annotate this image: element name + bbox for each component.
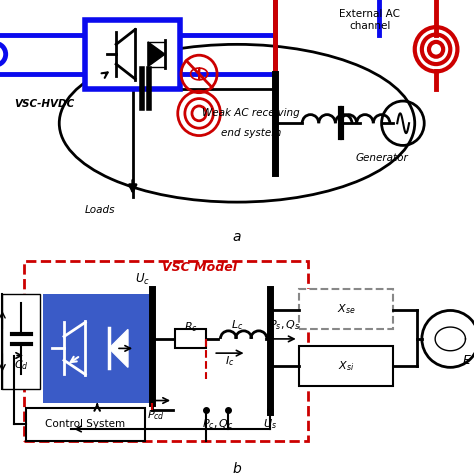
- Text: $P_{s},Q_{s}$: $P_{s},Q_{s}$: [269, 318, 300, 332]
- Polygon shape: [109, 329, 128, 367]
- Text: $P_{c},Q_{c}$: $P_{c},Q_{c}$: [202, 417, 234, 431]
- Bar: [175, 329, 206, 348]
- Bar: [24, 261, 308, 441]
- Text: Generator: Generator: [356, 153, 408, 163]
- Text: VSC Model: VSC Model: [162, 261, 237, 274]
- Text: $P_{cd}$: $P_{cd}$: [147, 408, 165, 422]
- Text: $X_{si}$: $X_{si}$: [338, 359, 354, 374]
- Text: $U_{c}$: $U_{c}$: [135, 272, 150, 287]
- Text: $E$: $E$: [462, 354, 472, 367]
- Text: end system: end system: [221, 128, 282, 138]
- Bar: [2, 294, 40, 389]
- Text: $X_{se}$: $X_{se}$: [337, 302, 356, 316]
- Text: Control System: Control System: [45, 419, 126, 429]
- Text: b: b: [233, 462, 241, 474]
- Bar: [26, 408, 145, 441]
- Text: a: a: [233, 229, 241, 244]
- Bar: [299, 289, 393, 329]
- Text: $L_{c}$: $L_{c}$: [231, 318, 243, 332]
- Text: Loads: Loads: [84, 205, 115, 215]
- Text: VSC-HVDC: VSC-HVDC: [14, 99, 74, 109]
- Text: $R_{c}$: $R_{c}$: [183, 320, 198, 334]
- Bar: [299, 346, 393, 386]
- Bar: [85, 20, 180, 89]
- Text: Weak AC receiving: Weak AC receiving: [202, 109, 300, 118]
- Text: $U_{s}$: $U_{s}$: [263, 417, 277, 431]
- Polygon shape: [148, 42, 165, 66]
- Text: $I_{c}$: $I_{c}$: [225, 354, 235, 368]
- Bar: [43, 294, 152, 403]
- Text: $C_{d}$: $C_{d}$: [14, 358, 29, 372]
- Text: External AC
channel: External AC channel: [339, 9, 400, 30]
